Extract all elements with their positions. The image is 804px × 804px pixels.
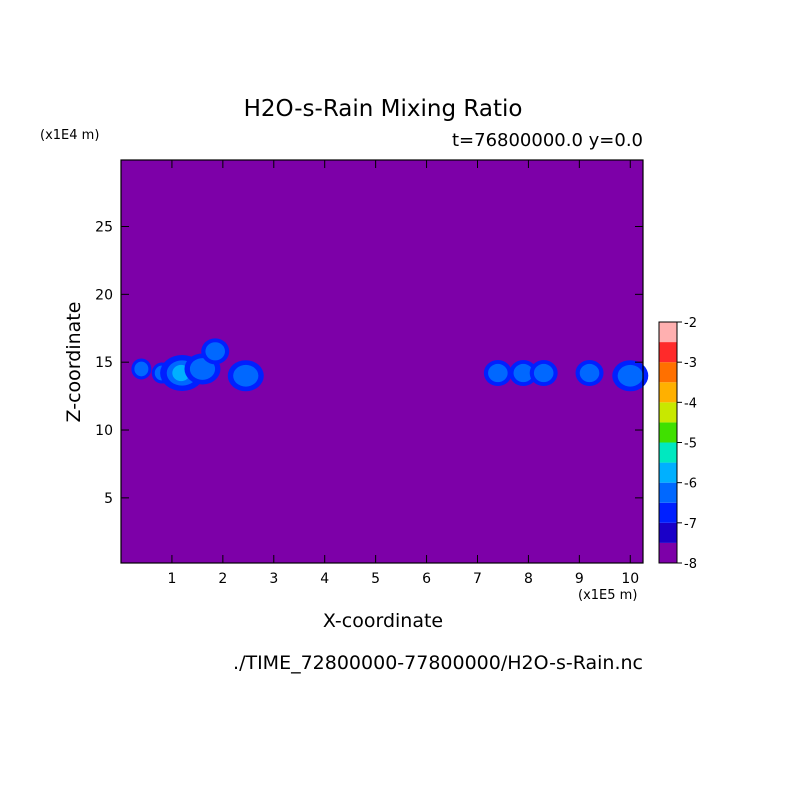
colorbar-tick-label: -6: [684, 477, 697, 492]
y-tick-label: 25: [95, 219, 113, 235]
contour-feature: [509, 360, 538, 387]
y-tick-label: 5: [104, 491, 113, 507]
contour-inner: [237, 368, 252, 383]
colorbar-segment: [659, 382, 677, 403]
contour-feature: [227, 360, 264, 392]
chart-subtitle: t=76800000.0 y=0.0: [451, 130, 643, 151]
x-tick-label: 6: [422, 571, 431, 587]
contour-feature: [529, 360, 558, 387]
contour-feature: [612, 360, 649, 392]
colorbar-tick-label: -8: [684, 557, 697, 572]
contour-mid: [579, 363, 600, 383]
chart-title: H2O-s-Rain Mixing Ratio: [243, 96, 523, 122]
colorbar-segment: [659, 322, 677, 343]
colorbar-tick-label: -4: [684, 396, 697, 411]
x-tick-label: 3: [269, 571, 278, 587]
contour-inner: [194, 361, 209, 376]
contour-mid: [488, 363, 508, 383]
x-tick-label: 7: [473, 571, 482, 587]
x-tick-label: 2: [218, 571, 227, 587]
contour-feature: [201, 338, 230, 365]
y-tick-label: 15: [95, 355, 113, 371]
colorbar: -2 -3 -4 -5 -6 -7 -8: [658, 316, 697, 572]
colorbar-segment: [659, 502, 677, 523]
contour-feature: [575, 360, 604, 387]
x-axis: 1 2 3 4 5 6 7 8 9 10: [167, 160, 639, 587]
contour-mid: [513, 363, 534, 383]
plot-area: [120, 159, 649, 564]
x-axis-unit: (x1E5 m): [578, 588, 638, 603]
colorbar-segment: [659, 342, 677, 363]
x-tick-label: 1: [167, 571, 176, 587]
colorbar-tick-label: -5: [684, 437, 697, 452]
colorbar-segment: [659, 402, 677, 423]
x-tick-label: 5: [371, 571, 380, 587]
x-tick-label: 10: [621, 571, 639, 587]
contour-mid: [533, 363, 554, 383]
contour-inner: [622, 368, 637, 383]
source-file-label: ./TIME_72800000-77800000/H2O-s-Rain.nc: [233, 652, 643, 674]
x-tick-label: 4: [320, 571, 329, 587]
colorbar-tick-label: -7: [684, 517, 697, 532]
colorbar-segment: [659, 362, 677, 383]
colorbar-segment: [659, 522, 677, 543]
x-axis-label: X-coordinate: [322, 610, 444, 632]
y-axis: 5 10 15 20 25: [95, 219, 643, 507]
colorbar-segment: [659, 542, 677, 563]
x-tick-label: 9: [575, 571, 584, 587]
y-tick-label: 10: [95, 423, 113, 439]
colorbar-segment: [659, 422, 677, 443]
colorbar-segment: [659, 462, 677, 483]
contour-feature: [131, 358, 152, 380]
contour-feature: [483, 360, 512, 387]
plot-frame: [120, 159, 644, 564]
contour-mid: [205, 342, 226, 361]
x-tick-label: 8: [524, 571, 533, 587]
colorbar-segment: [659, 442, 677, 463]
colorbar-tick-label: -3: [684, 356, 697, 371]
colorbar-tick-label: -2: [684, 316, 697, 331]
colorbar-segment: [659, 482, 677, 503]
y-tick-label: 20: [95, 287, 113, 303]
contour-mid: [134, 361, 149, 377]
y-axis-unit: (x1E4 m): [40, 128, 100, 143]
